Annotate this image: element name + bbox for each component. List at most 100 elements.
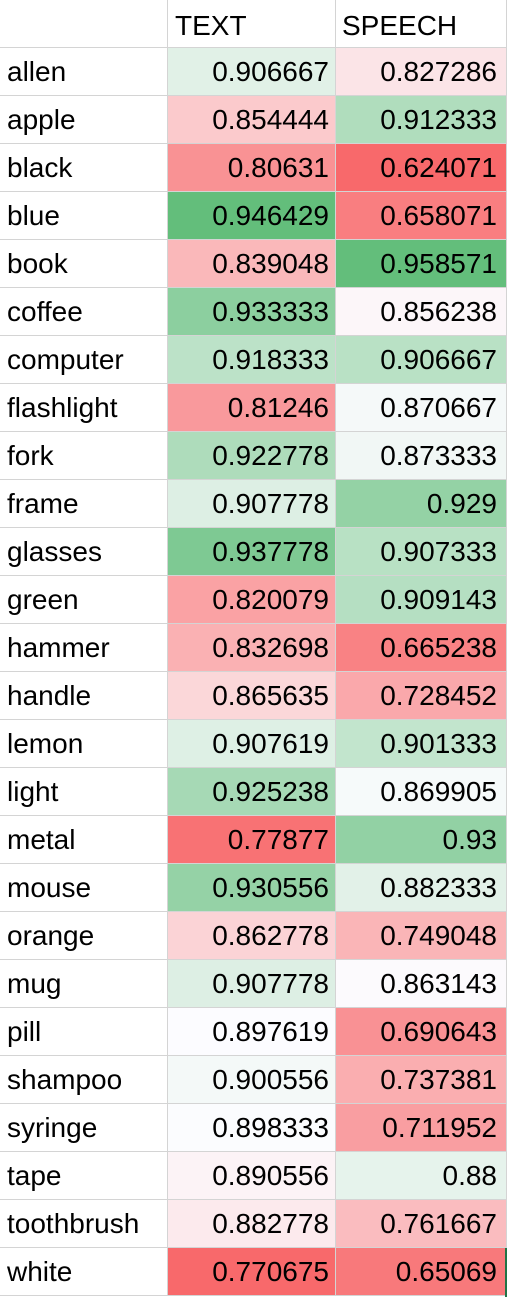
table-row: mug 0.907778 0.863143 [0,960,507,1008]
cell-text-score[interactable]: 0.862778 [168,912,336,960]
table-row: blue 0.946429 0.658071 [0,192,507,240]
cell-speech-score[interactable]: 0.624071 [336,144,507,192]
cell-text-score[interactable]: 0.81246 [168,384,336,432]
cell-text-score[interactable]: 0.898333 [168,1104,336,1152]
cell-speech-score[interactable]: 0.690643 [336,1008,507,1056]
cell-speech-score[interactable]: 0.958571 [336,240,507,288]
cell-word[interactable]: glasses [0,528,168,576]
cell-speech-score[interactable]: 0.856238 [336,288,507,336]
table-row: flashlight 0.81246 0.870667 [0,384,507,432]
cell-word[interactable]: pill [0,1008,168,1056]
cell-speech-score[interactable]: 0.88 [336,1152,507,1200]
cell-text-score[interactable]: 0.906667 [168,48,336,96]
cell-word[interactable]: blue [0,192,168,240]
table-row: metal 0.77877 0.93 [0,816,507,864]
cell-word[interactable]: frame [0,480,168,528]
table-row: apple 0.854444 0.912333 [0,96,507,144]
cell-text-score[interactable]: 0.907778 [168,960,336,1008]
cell-word[interactable]: allen [0,48,168,96]
cell-word[interactable]: orange [0,912,168,960]
cell-text-score[interactable]: 0.80631 [168,144,336,192]
cell-speech-score[interactable]: 0.728452 [336,672,507,720]
cell-word[interactable]: book [0,240,168,288]
cell-text-score[interactable]: 0.832698 [168,624,336,672]
cell-speech-score[interactable]: 0.93 [336,816,507,864]
table-row: allen 0.906667 0.827286 [0,48,507,96]
cell-speech-score[interactable]: 0.761667 [336,1200,507,1248]
cell-word[interactable]: metal [0,816,168,864]
cell-speech-score[interactable]: 0.912333 [336,96,507,144]
cell-word[interactable]: handle [0,672,168,720]
cell-word[interactable]: black [0,144,168,192]
cell-text-score[interactable]: 0.930556 [168,864,336,912]
cell-text-score[interactable]: 0.890556 [168,1152,336,1200]
cell-text-score[interactable]: 0.907778 [168,480,336,528]
cell-word[interactable]: mouse [0,864,168,912]
cell-speech-score[interactable]: 0.711952 [336,1104,507,1152]
table-row: toothbrush 0.882778 0.761667 [0,1200,507,1248]
cell-speech-score[interactable]: 0.873333 [336,432,507,480]
cell-text-score[interactable]: 0.922778 [168,432,336,480]
cell-text-score[interactable]: 0.933333 [168,288,336,336]
cell-word[interactable]: tape [0,1152,168,1200]
header-cell-name[interactable] [0,0,168,48]
cell-text-score[interactable]: 0.882778 [168,1200,336,1248]
cell-word[interactable]: lemon [0,720,168,768]
cell-speech-score[interactable]: 0.907333 [336,528,507,576]
cell-speech-score[interactable]: 0.827286 [336,48,507,96]
cell-text-score[interactable]: 0.925238 [168,768,336,816]
table-row: black 0.80631 0.624071 [0,144,507,192]
table-row: light 0.925238 0.869905 [0,768,507,816]
cell-text-score[interactable]: 0.865635 [168,672,336,720]
cell-word[interactable]: green [0,576,168,624]
cell-word[interactable]: hammer [0,624,168,672]
cell-speech-score[interactable]: 0.869905 [336,768,507,816]
table-row: shampoo 0.900556 0.737381 [0,1056,507,1104]
cell-word[interactable]: white [0,1248,168,1296]
table-row: hammer 0.832698 0.665238 [0,624,507,672]
cell-word[interactable]: flashlight [0,384,168,432]
cell-speech-score[interactable]: 0.906667 [336,336,507,384]
cell-speech-score[interactable]: 0.665238 [336,624,507,672]
header-cell-text[interactable]: TEXT [168,0,336,48]
cell-text-score[interactable]: 0.839048 [168,240,336,288]
cell-text-score[interactable]: 0.946429 [168,192,336,240]
table-row: tape 0.890556 0.88 [0,1152,507,1200]
cell-text-score[interactable]: 0.820079 [168,576,336,624]
cell-word[interactable]: mug [0,960,168,1008]
cell-speech-score[interactable]: 0.749048 [336,912,507,960]
cell-word[interactable]: coffee [0,288,168,336]
table-row: white 0.770675 0.65069 [0,1248,507,1297]
cell-text-score[interactable]: 0.918333 [168,336,336,384]
cell-speech-score[interactable]: 0.870667 [336,384,507,432]
cell-speech-score[interactable]: 0.882333 [336,864,507,912]
cell-word[interactable]: light [0,768,168,816]
cell-speech-score[interactable]: 0.658071 [336,192,507,240]
cell-speech-score[interactable]: 0.929 [336,480,507,528]
cell-speech-score[interactable]: 0.863143 [336,960,507,1008]
cell-text-score[interactable]: 0.770675 [168,1248,336,1296]
header-cell-speech[interactable]: SPEECH [336,0,507,48]
cell-speech-score[interactable]: 0.901333 [336,720,507,768]
cell-text-score[interactable]: 0.900556 [168,1056,336,1104]
table-row: coffee 0.933333 0.856238 [0,288,507,336]
cell-speech-score[interactable]: 0.909143 [336,576,507,624]
cell-speech-score[interactable]: 0.737381 [336,1056,507,1104]
table-row: syringe 0.898333 0.711952 [0,1104,507,1152]
cell-word[interactable]: shampoo [0,1056,168,1104]
cell-word[interactable]: syringe [0,1104,168,1152]
cell-speech-score[interactable]: 0.65069 [336,1248,507,1296]
table-row: handle 0.865635 0.728452 [0,672,507,720]
cell-text-score[interactable]: 0.897619 [168,1008,336,1056]
cell-word[interactable]: apple [0,96,168,144]
cell-text-score[interactable]: 0.854444 [168,96,336,144]
cell-text-score[interactable]: 0.937778 [168,528,336,576]
cell-text-score[interactable]: 0.77877 [168,816,336,864]
table-row: green 0.820079 0.909143 [0,576,507,624]
cell-word[interactable]: computer [0,336,168,384]
cell-word[interactable]: fork [0,432,168,480]
cell-text-score[interactable]: 0.907619 [168,720,336,768]
cell-word[interactable]: toothbrush [0,1200,168,1248]
table-row: computer 0.918333 0.906667 [0,336,507,384]
